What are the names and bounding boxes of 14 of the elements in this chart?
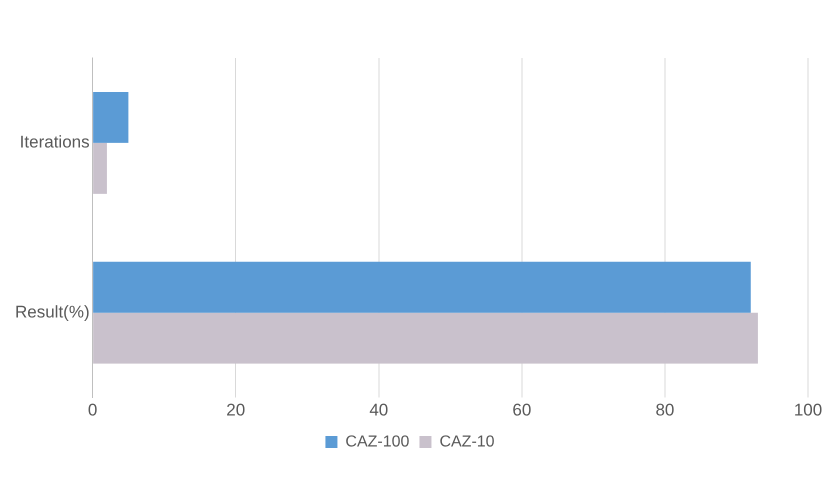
x-tick-label: 40 xyxy=(369,400,388,420)
x-tick-label: 100 xyxy=(794,400,822,420)
y-tick-label: Result(%) xyxy=(15,302,90,322)
x-tick-label: 0 xyxy=(88,400,98,420)
bar xyxy=(93,312,758,364)
x-tick-label: 60 xyxy=(512,400,532,420)
bar xyxy=(93,92,128,143)
legend-label: CAZ-100 xyxy=(345,433,410,450)
legend-label: CAZ-10 xyxy=(439,433,495,450)
bar xyxy=(93,142,107,194)
bar xyxy=(93,262,751,313)
y-tick-label: Iterations xyxy=(20,132,90,152)
x-tick-label: 20 xyxy=(226,400,246,420)
x-tick-label: 80 xyxy=(655,400,674,420)
